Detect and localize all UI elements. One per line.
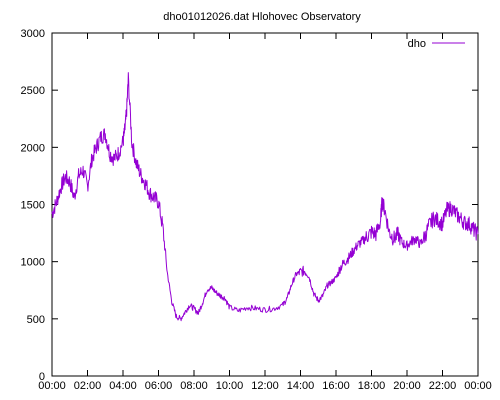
series-line-dho: [51, 72, 479, 322]
x-tick-label: 10:00: [216, 380, 244, 392]
y-tick-label: 2000: [21, 142, 45, 154]
y-tick-label: 1000: [21, 257, 45, 269]
x-tick-label: 18:00: [358, 380, 386, 392]
y-tick-label: 1500: [21, 200, 45, 212]
x-tick-label: 08:00: [180, 380, 208, 392]
x-tick-label: 16:00: [322, 380, 350, 392]
x-tick-label: 00:00: [464, 380, 492, 392]
legend-label-dho: dho: [408, 38, 426, 50]
x-tick-label: 02:00: [74, 380, 102, 392]
x-tick-label: 04:00: [109, 380, 137, 392]
y-tick-label: 0: [39, 371, 45, 383]
x-tick-label: 00:00: [38, 380, 66, 392]
x-tick-label: 12:00: [251, 380, 279, 392]
x-tick-label: 22:00: [429, 380, 457, 392]
y-tick-label: 3000: [21, 28, 45, 40]
x-axis: 00:00 02:00 04:00 06:00 08:00 10:00 12:00 14:00…: [38, 33, 492, 392]
legend: dho: [408, 38, 465, 50]
x-tick-label: 14:00: [287, 380, 315, 392]
y-tick-label: 500: [27, 314, 45, 326]
x-tick-label: 06:00: [145, 380, 173, 392]
y-axis: 0 500 1000 1500 2000 2500 3000: [21, 28, 478, 383]
series-layer: [51, 72, 479, 322]
y-tick-label: 2500: [21, 85, 45, 97]
plot-frame: [51, 32, 479, 377]
chart-title: dho01012026.dat Hlohovec Observatory: [163, 11, 361, 23]
x-tick-label: 20:00: [393, 380, 421, 392]
